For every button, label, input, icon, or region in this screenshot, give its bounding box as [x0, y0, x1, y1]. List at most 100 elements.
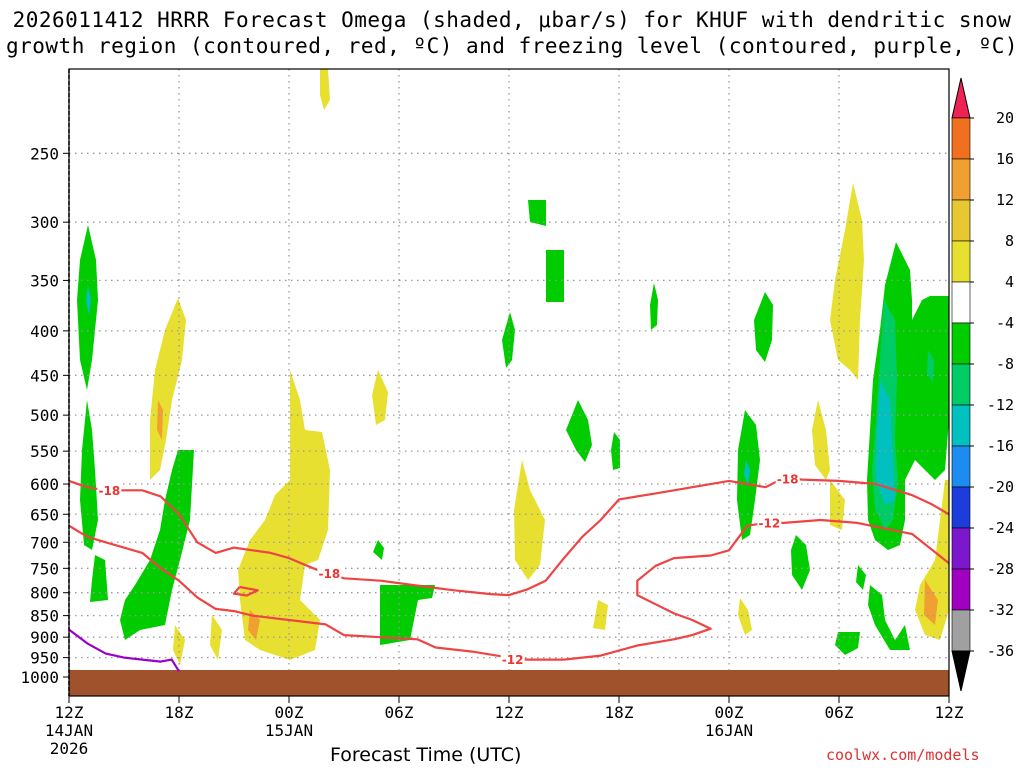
omega-shade	[150, 298, 186, 480]
colorbar-segment	[951, 445, 971, 488]
omega-shade	[546, 250, 564, 302]
colorbar-top-triangle	[951, 77, 971, 119]
omega-shade	[593, 600, 608, 630]
x-tick-date: 16JAN	[705, 721, 753, 740]
contour-label: -18	[318, 567, 340, 581]
colorbar-label: -36	[987, 642, 1014, 660]
colorbar-segment	[951, 240, 971, 283]
omega-shade	[528, 200, 546, 226]
dendritic-contour	[232, 585, 259, 597]
omega-shade	[120, 450, 194, 640]
y-tick-label: 550	[30, 442, 59, 461]
contour-label: -18	[98, 484, 120, 498]
omega-shade	[835, 632, 860, 655]
colorbar-segment	[951, 527, 971, 570]
omega-shade	[868, 585, 910, 650]
contour-label-bg	[500, 652, 525, 667]
colorbar-label: -32	[987, 601, 1014, 619]
x-tick-label: 12Z	[495, 703, 524, 722]
x-axis-label: Forecast Time (UTC)	[330, 744, 522, 766]
omega-shade	[856, 565, 866, 590]
contour-label: -12	[502, 653, 524, 667]
x-tick-label: 06Z	[385, 703, 414, 722]
y-tick-label: 400	[30, 322, 59, 341]
omega-shade	[830, 183, 864, 380]
y-tick-label: 900	[30, 628, 59, 647]
omega-shade	[927, 350, 934, 382]
y-tick-label: 500	[30, 406, 59, 425]
y-tick-label: 850	[30, 607, 59, 626]
colorbar-label: -24	[987, 519, 1014, 537]
x-tick-label: 12Z	[935, 703, 964, 722]
y-tick-label: 450	[30, 366, 59, 385]
y-tick-label: 600	[30, 475, 59, 494]
colorbar-segment	[951, 199, 971, 242]
contour-label-bg	[775, 471, 800, 486]
contour-label-bg	[757, 515, 782, 530]
x-tick-label: 12Z	[55, 703, 84, 722]
omega-shade	[90, 555, 108, 602]
colorbar-segment	[951, 117, 971, 160]
contour-label: -18	[777, 472, 799, 486]
x-tick-label: 06Z	[825, 703, 854, 722]
chart-title-line-1: 2026011412 HRRR Forecast Omega (shaded, …	[12, 8, 1012, 32]
omega-shade	[566, 400, 592, 462]
omega-shade	[812, 400, 830, 480]
omega-shade	[157, 400, 163, 440]
contour-label: -12	[758, 516, 780, 530]
omega-shade	[738, 598, 752, 635]
colorbar-label: -16	[987, 437, 1014, 455]
x-tick-date: 15JAN	[265, 721, 313, 740]
contour-labels: -18 -18 -18 -12 -12	[97, 471, 800, 667]
y-tick-label: 650	[30, 505, 59, 524]
colorbar-bottom-triangle	[951, 650, 971, 692]
omega-shade	[380, 585, 435, 645]
colorbar-label: -12	[987, 396, 1014, 414]
colorbar-segment	[951, 568, 971, 611]
omega-shade	[830, 480, 845, 530]
colorbar-label: -4	[996, 314, 1014, 332]
omega-shade	[238, 370, 330, 660]
omega-shade	[514, 460, 545, 580]
omega-shade	[210, 615, 222, 660]
x-tick-year: 2026	[50, 739, 89, 758]
y-tick-label: 750	[30, 559, 59, 578]
colorbar-segment	[951, 158, 971, 201]
x-tick-label: 18Z	[605, 703, 634, 722]
y-tick-label: 250	[30, 144, 59, 163]
colorbar-segment	[951, 322, 971, 365]
omega-shade	[80, 400, 98, 550]
omega-shade	[320, 69, 330, 110]
y-tick-label: 300	[30, 213, 59, 232]
x-tick-label: 00Z	[275, 703, 304, 722]
colorbar-segment	[951, 363, 971, 406]
colorbar: 20 16 12 8 4 -4 -8 -12 -16 -20 -24 -28 -32 -36	[951, 77, 1014, 692]
colorbar-label: 20	[996, 109, 1014, 127]
omega-shade	[372, 370, 388, 425]
colorbar-label: -20	[987, 478, 1014, 496]
omega-shade	[791, 535, 810, 590]
plot-grid	[69, 69, 949, 678]
y-tick-label: 800	[30, 584, 59, 603]
y-tick-label: 1000	[20, 668, 59, 687]
chart-title-line-2: growth region (contoured, red, ºC) and f…	[5, 34, 1019, 58]
omega-shade	[248, 610, 260, 640]
y-tick-label: 700	[30, 533, 59, 552]
omega-shade	[86, 285, 91, 316]
omega-shade	[924, 580, 938, 625]
omega-shade	[876, 380, 895, 505]
colorbar-segment	[951, 281, 971, 324]
y-tick-label: 950	[30, 649, 59, 668]
ground-surface	[69, 670, 949, 696]
omega-shade	[915, 480, 949, 640]
x-tick-date: 14JAN	[45, 721, 93, 740]
y-tick-label: 350	[30, 271, 59, 290]
colorbar-segment	[951, 609, 971, 652]
colorbar-label: -28	[987, 560, 1014, 578]
omega-shade	[754, 292, 773, 362]
colorbar-label: -8	[996, 355, 1014, 373]
contour-label-bg	[97, 483, 122, 498]
colorbar-label: 16	[996, 150, 1014, 168]
